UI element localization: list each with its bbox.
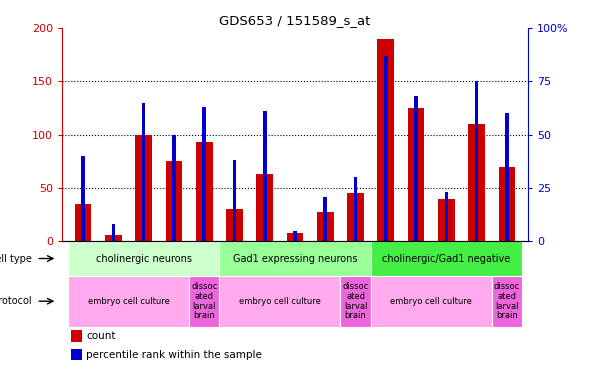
Bar <box>219 242 371 276</box>
Text: protocol: protocol <box>0 296 32 306</box>
Bar <box>408 108 424 242</box>
Text: dissoc
ated
larval
brain: dissoc ated larval brain <box>342 282 369 320</box>
Bar <box>71 330 81 342</box>
Text: Gad1 expressing neurons: Gad1 expressing neurons <box>232 254 358 264</box>
Bar <box>323 196 327 242</box>
Bar <box>71 349 81 360</box>
Bar <box>196 142 212 242</box>
Title: GDS653 / 151589_s_at: GDS653 / 151589_s_at <box>219 14 371 27</box>
Bar <box>293 231 297 242</box>
Text: percentile rank within the sample: percentile rank within the sample <box>86 350 262 360</box>
Bar <box>371 242 522 276</box>
Bar <box>414 96 418 242</box>
Bar <box>384 56 388 242</box>
Bar <box>112 224 115 242</box>
Text: count: count <box>86 331 116 341</box>
Bar <box>287 233 303 242</box>
Bar <box>202 107 206 242</box>
Bar <box>219 276 340 327</box>
Bar <box>378 39 394 242</box>
Bar <box>142 103 146 242</box>
Bar <box>189 276 219 327</box>
Bar <box>232 160 236 242</box>
Bar <box>340 276 371 327</box>
Bar <box>105 235 122 242</box>
Bar <box>505 114 509 242</box>
Bar <box>226 210 243 242</box>
Bar <box>491 276 522 327</box>
Bar <box>263 111 267 242</box>
Bar <box>68 276 189 327</box>
Text: embryo cell culture: embryo cell culture <box>239 297 321 306</box>
Bar <box>438 199 455 242</box>
Bar <box>257 174 273 242</box>
Text: embryo cell culture: embryo cell culture <box>390 297 472 306</box>
Bar <box>468 124 485 242</box>
Text: cholinergic neurons: cholinergic neurons <box>96 254 192 264</box>
Bar <box>317 211 333 242</box>
Bar <box>371 276 491 327</box>
Bar <box>166 162 182 242</box>
Text: embryo cell culture: embryo cell culture <box>87 297 169 306</box>
Bar <box>499 167 515 242</box>
Text: dissoc
ated
larval
brain: dissoc ated larval brain <box>191 282 217 320</box>
Bar <box>172 135 176 242</box>
Text: cholinergic/Gad1 negative: cholinergic/Gad1 negative <box>382 254 510 264</box>
Text: dissoc
ated
larval
brain: dissoc ated larval brain <box>494 282 520 320</box>
Bar <box>81 156 85 242</box>
Bar <box>475 81 478 242</box>
Bar <box>354 177 358 242</box>
Bar <box>444 192 448 242</box>
Bar <box>135 135 152 242</box>
Bar <box>68 242 219 276</box>
Bar <box>347 194 364 242</box>
Text: cell type: cell type <box>0 254 32 264</box>
Bar <box>75 204 91 242</box>
